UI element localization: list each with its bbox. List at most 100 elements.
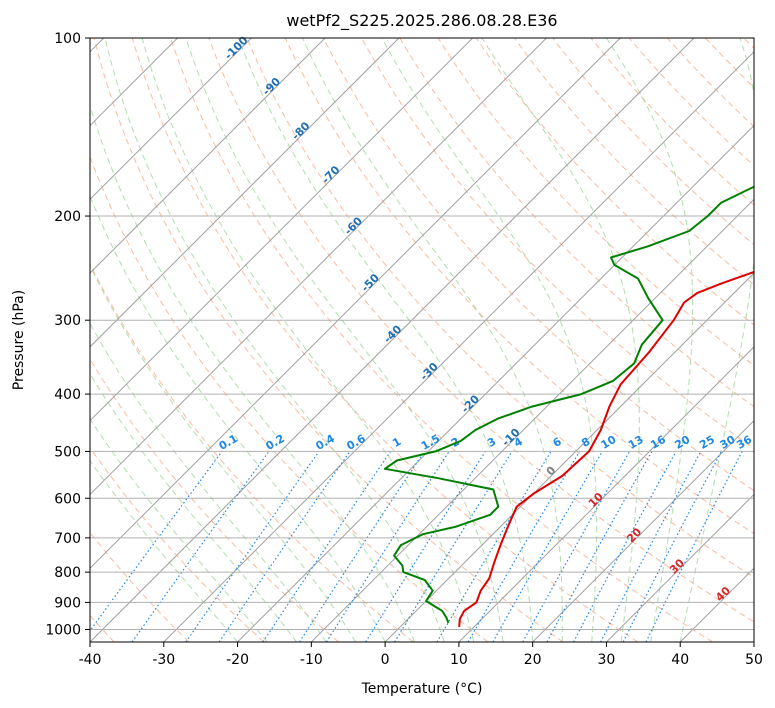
moist-adiabat-line [104,38,445,642]
x-tick-label: -40 [79,652,102,668]
dry-adiabat-line [322,38,754,492]
mixing-ratio-line [185,451,320,642]
mixing-ratio-label: 0.1 [217,432,240,453]
mixing-ratio-line [218,451,351,642]
mixing-ratio-label: 10 [599,433,619,452]
mixing-ratio-label: 36 [734,433,754,452]
dry-adiabat-line [361,38,754,449]
y-tick-label: 700 [54,531,81,547]
mixing-ratio-line [645,451,743,642]
dry-adiabat-line [90,358,339,642]
mixing-ratio-line [262,451,392,642]
dry-adiabat-line [513,38,754,286]
x-tick-label: 30 [598,652,616,668]
mixing-ratio-label: 13 [626,433,646,452]
isotherm-line [679,567,754,642]
dry-adiabat-line [90,155,489,642]
plot-frame [89,37,755,643]
x-tick-label: 50 [745,652,763,668]
isotherm-line [237,124,754,642]
y-tick-label: 500 [54,444,81,460]
y-tick-label: 100 [54,31,81,47]
isotherm-label: 40 [713,584,733,604]
dry-adiabat-line [208,38,754,623]
mixing-ratio-line [394,451,513,642]
temperature-profile-line [458,270,754,627]
x-axis-label: Temperature (°C) [361,681,483,697]
mixing-ratio-label: 3 [485,435,498,450]
moist-adiabat-line [237,38,534,642]
y-tick-label: 800 [54,565,81,581]
isotherm-line [90,38,621,569]
isotherm-label: -80 [289,119,312,142]
moist-adiabat-line [90,264,357,642]
isotherm-line [532,419,754,642]
mixing-ratio-line [600,451,702,642]
mixing-ratio-label: 6 [551,435,564,450]
isotherm-label: -70 [319,163,342,186]
x-tick-label: -30 [152,652,175,668]
moist-adiabat-line [301,38,563,642]
moist-adiabat-line [90,194,386,642]
dry-adiabat-line [90,262,414,642]
isotherm-line [384,272,754,642]
isotherm-line [90,38,474,422]
mixing-ratio-line [522,451,631,642]
dry-adiabat-line [437,38,754,367]
pressure-gridlines [90,37,754,630]
y-tick-label: 200 [54,209,81,225]
y-tick-label: 1000 [45,622,81,638]
moist-adiabat-line [90,104,416,642]
y-tick-label: 900 [54,595,81,611]
isotherm-label: -20 [459,392,482,415]
isotherm-line [310,198,754,642]
skewt-background-lines [90,11,775,642]
dry-adiabat-line [131,38,639,642]
x-tick-label: 10 [450,652,468,668]
moist-adiabat-line [605,38,694,642]
isotherm-line [90,38,400,348]
dry-adiabat-line [704,38,754,89]
x-axis-ticks: -40 -30 -20 -10 0 10 20 30 40 50 [79,642,763,668]
x-tick-label: 20 [524,652,542,668]
isotherm-line [90,38,179,127]
moist-adiabat-line [481,38,640,642]
mixing-ratio-line [299,451,425,642]
mixing-ratio-label: 20 [672,433,692,452]
y-tick-label: 600 [54,491,81,507]
dry-adiabat-line [743,38,754,50]
isotherm-line [458,346,754,642]
isotherm-line [606,493,754,642]
mixing-ratio-line [131,451,270,642]
isotherm-label: 30 [667,556,687,576]
dry-adiabat-line [755,11,775,642]
y-axis-label: Pressure (hPa) [11,290,27,390]
dry-adiabat-line [90,446,265,642]
profile-lines [383,185,754,627]
y-axis-ticks: 100 200 300 400 500 600 700 800 900 1000 [45,31,90,638]
mixing-ratio-line [546,451,653,642]
chart-title: wetPf2_S225.2025.286.08.28.E36 [286,11,557,31]
isotherm-line [753,641,754,642]
moist-adiabat-line [141,38,475,642]
dry-adiabat-line [284,38,754,535]
moist-adiabat-line [381,38,598,642]
moist-adiabat-line [90,372,297,642]
isotherm-label: -50 [359,271,382,294]
dry-adiabat-line [399,38,754,408]
dry-adiabat-line [552,38,754,246]
dry-adiabat-line [246,38,754,578]
isotherm-line [90,38,695,642]
isotherm-line [163,51,754,642]
y-tick-label: 300 [54,313,81,329]
moist-adiabat-line [90,322,327,642]
mixing-ratio-line [622,451,722,642]
x-tick-label: -10 [300,652,323,668]
x-tick-label: 0 [381,652,390,668]
mixing-ratio-line [572,451,677,642]
isotherm-label: 20 [624,525,644,545]
x-tick-label: 40 [671,652,689,668]
moist-adiabat-line [90,459,238,642]
y-tick-label: 400 [54,387,81,403]
